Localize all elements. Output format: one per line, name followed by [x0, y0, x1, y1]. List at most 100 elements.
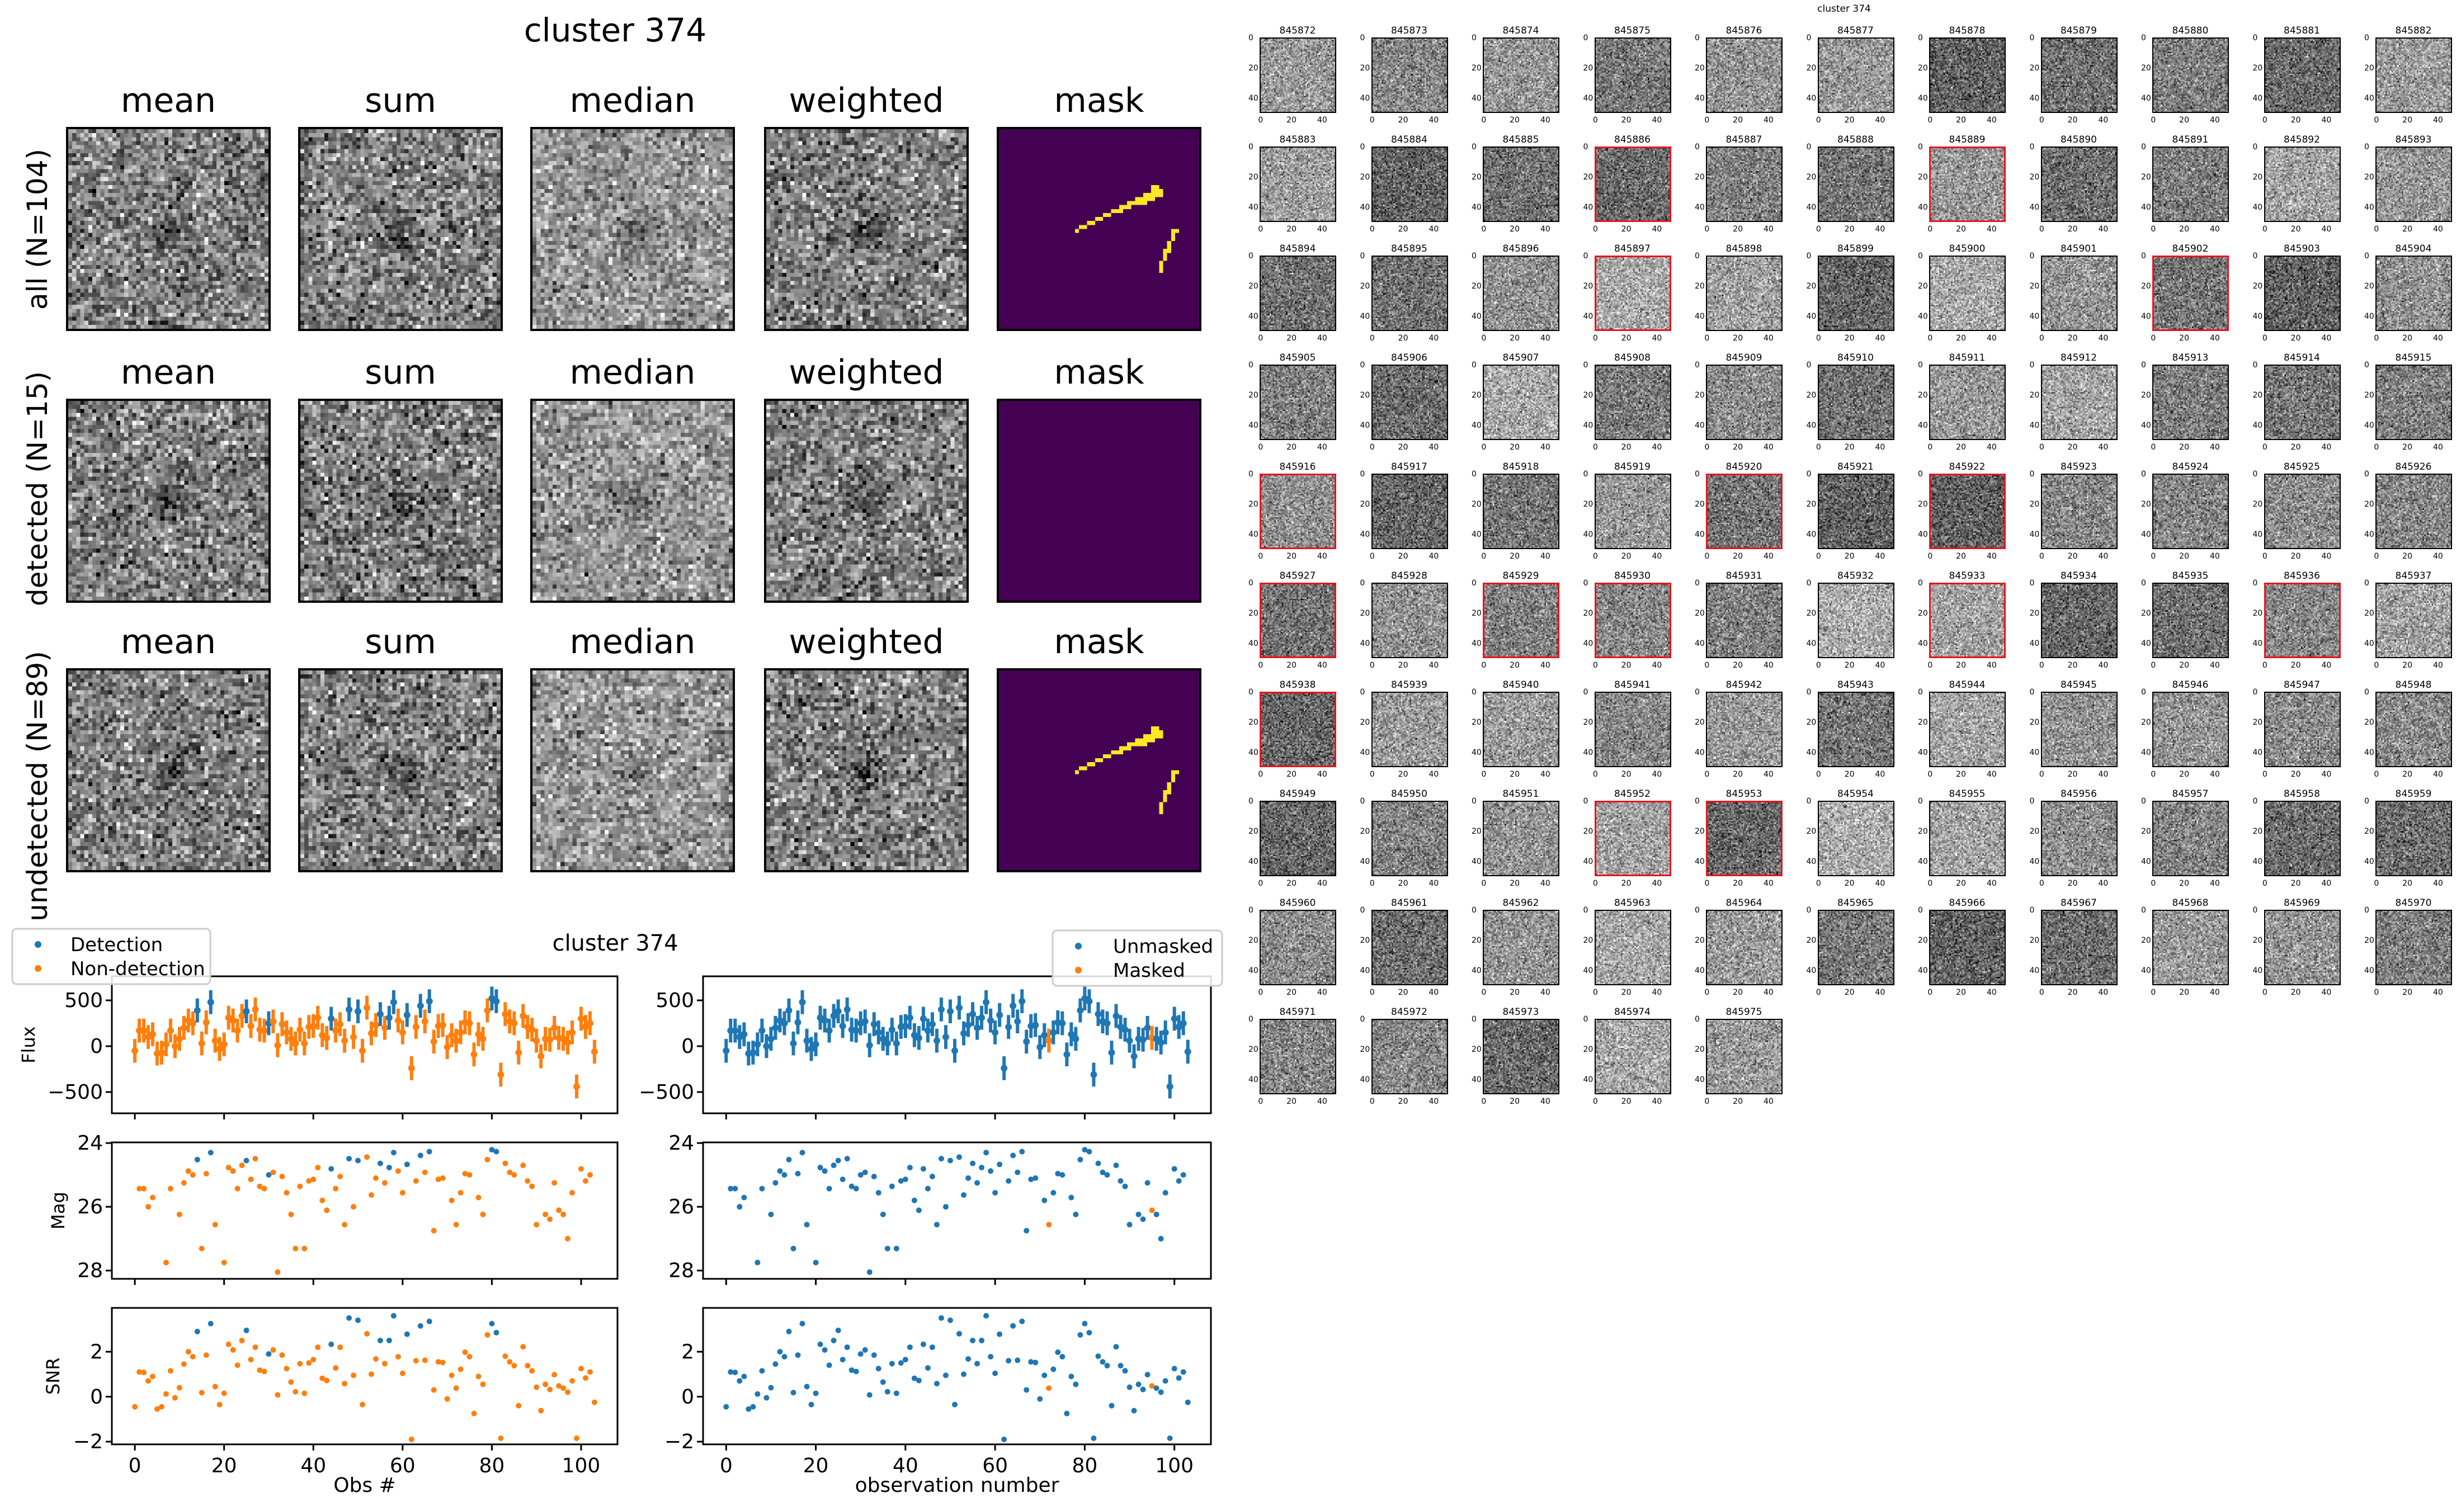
thumbnail-image[interactable]	[1706, 583, 1783, 658]
thumbnail-image[interactable]	[2375, 37, 2452, 113]
thumbnail-image[interactable]	[1371, 256, 1448, 331]
thumbnail-image-highlighted[interactable]	[1260, 692, 1336, 767]
thumbnail-image[interactable]	[1817, 910, 1894, 985]
thumbnail-image[interactable]	[1594, 37, 1671, 113]
thumbnail-image[interactable]	[2040, 365, 2118, 440]
thumbnail-image[interactable]	[1594, 474, 1671, 549]
thumbnail-image[interactable]	[2152, 37, 2229, 113]
thumbnail-image[interactable]	[1706, 365, 1783, 440]
thumbnail-image[interactable]	[1260, 801, 1336, 876]
thumbnail-image[interactable]	[1817, 37, 1894, 113]
thumbnail-image[interactable]	[2375, 583, 2452, 658]
thumbnail-image[interactable]	[1371, 37, 1448, 113]
thumbnail-image[interactable]	[2375, 147, 2452, 222]
thumbnail-image[interactable]	[1371, 801, 1448, 876]
thumbnail-image-highlighted[interactable]	[1594, 256, 1671, 331]
thumbnail-image[interactable]	[1929, 910, 2006, 985]
thumbnail-image-highlighted[interactable]	[1594, 147, 1671, 222]
thumbnail-image[interactable]	[2264, 37, 2341, 113]
thumbnail-image[interactable]	[2152, 910, 2229, 985]
thumbnail-image[interactable]	[1817, 147, 1894, 222]
thumbnail-image[interactable]	[2264, 801, 2341, 876]
thumbnail-image[interactable]	[1929, 365, 2006, 440]
thumbnail-image[interactable]	[1817, 801, 1894, 876]
thumbnail-image[interactable]	[2375, 365, 2452, 440]
thumbnail-image[interactable]	[1260, 365, 1336, 440]
thumbnail-image[interactable]	[2264, 147, 2341, 222]
thumbnail-image[interactable]	[1706, 692, 1783, 767]
thumbnail-image[interactable]	[1817, 365, 1894, 440]
thumbnail-image[interactable]	[1483, 37, 1559, 113]
thumbnail-image[interactable]	[2040, 910, 2118, 985]
thumbnail-image[interactable]	[2040, 692, 2118, 767]
thumbnail-image[interactable]	[1260, 256, 1336, 331]
thumbnail-image[interactable]	[1483, 256, 1559, 331]
thumbnail-image[interactable]	[2040, 474, 2118, 549]
thumbnail-image[interactable]	[1260, 910, 1336, 985]
thumbnail-image[interactable]	[2375, 474, 2452, 549]
thumbnail-image[interactable]	[2152, 801, 2229, 876]
thumbnail-image[interactable]	[1706, 37, 1783, 113]
thumbnail-image[interactable]	[1371, 474, 1448, 549]
thumbnail-image[interactable]	[1371, 147, 1448, 222]
thumbnail-image[interactable]	[1371, 910, 1448, 985]
thumbnail-image[interactable]	[2264, 692, 2341, 767]
thumbnail-image[interactable]	[1817, 583, 1894, 658]
thumbnail-image-highlighted[interactable]	[1706, 801, 1783, 876]
thumbnail-image[interactable]	[1817, 474, 1894, 549]
thumbnail-image[interactable]	[2264, 256, 2341, 331]
thumbnail-image[interactable]	[1706, 256, 1783, 331]
thumbnail-image[interactable]	[1594, 910, 1671, 985]
thumbnail-image[interactable]	[1706, 147, 1783, 222]
thumbnail-image[interactable]	[1371, 692, 1448, 767]
thumbnail-image[interactable]	[1483, 910, 1559, 985]
thumbnail-image[interactable]	[1929, 37, 2006, 113]
thumbnail-image[interactable]	[1260, 1019, 1336, 1094]
thumbnail-image-highlighted[interactable]	[1260, 583, 1336, 658]
thumbnail-image[interactable]	[1483, 365, 1559, 440]
thumbnail-image[interactable]	[2040, 256, 2118, 331]
thumbnail-image[interactable]	[1371, 583, 1448, 658]
thumbnail-image-highlighted[interactable]	[1483, 583, 1559, 658]
thumbnail-image[interactable]	[1483, 801, 1559, 876]
thumbnail-image[interactable]	[1929, 801, 2006, 876]
thumbnail-image[interactable]	[1260, 37, 1336, 113]
thumbnail-image-highlighted[interactable]	[1929, 474, 2006, 549]
thumbnail-image-highlighted[interactable]	[1706, 474, 1783, 549]
thumbnail-image[interactable]	[1371, 1019, 1448, 1094]
thumbnail-image[interactable]	[1371, 365, 1448, 440]
thumbnail-image-highlighted[interactable]	[1929, 583, 2006, 658]
thumbnail-image[interactable]	[2375, 256, 2452, 331]
thumbnail-image[interactable]	[2152, 692, 2229, 767]
thumbnail-image[interactable]	[2152, 474, 2229, 549]
thumbnail-image[interactable]	[2375, 801, 2452, 876]
thumbnail-image[interactable]	[2264, 365, 2341, 440]
thumbnail-image[interactable]	[2375, 910, 2452, 985]
thumbnail-image-highlighted[interactable]	[2264, 583, 2341, 658]
thumbnail-image[interactable]	[2152, 583, 2229, 658]
thumbnail-image[interactable]	[2040, 37, 2118, 113]
thumbnail-image[interactable]	[2152, 147, 2229, 222]
thumbnail-image[interactable]	[1483, 1019, 1559, 1094]
thumbnail-image[interactable]	[1817, 256, 1894, 331]
thumbnail-image[interactable]	[1594, 1019, 1671, 1094]
thumbnail-image[interactable]	[1706, 910, 1783, 985]
thumbnail-image[interactable]	[1260, 147, 1336, 222]
thumbnail-image[interactable]	[2040, 147, 2118, 222]
thumbnail-image[interactable]	[2152, 365, 2229, 440]
thumbnail-image[interactable]	[1929, 256, 2006, 331]
thumbnail-image[interactable]	[2264, 910, 2341, 985]
thumbnail-image[interactable]	[1483, 147, 1559, 222]
thumbnail-image-highlighted[interactable]	[2152, 256, 2229, 331]
thumbnail-image[interactable]	[2040, 801, 2118, 876]
thumbnail-image[interactable]	[1594, 365, 1671, 440]
thumbnail-image-highlighted[interactable]	[1594, 583, 1671, 658]
thumbnail-image[interactable]	[1483, 474, 1559, 549]
thumbnail-image[interactable]	[1706, 1019, 1783, 1094]
thumbnail-image[interactable]	[2040, 583, 2118, 658]
thumbnail-image[interactable]	[1594, 692, 1671, 767]
thumbnail-image[interactable]	[1483, 692, 1559, 767]
thumbnail-image[interactable]	[1817, 692, 1894, 767]
thumbnail-image-highlighted[interactable]	[1594, 801, 1671, 876]
thumbnail-image-highlighted[interactable]	[1929, 147, 2006, 222]
